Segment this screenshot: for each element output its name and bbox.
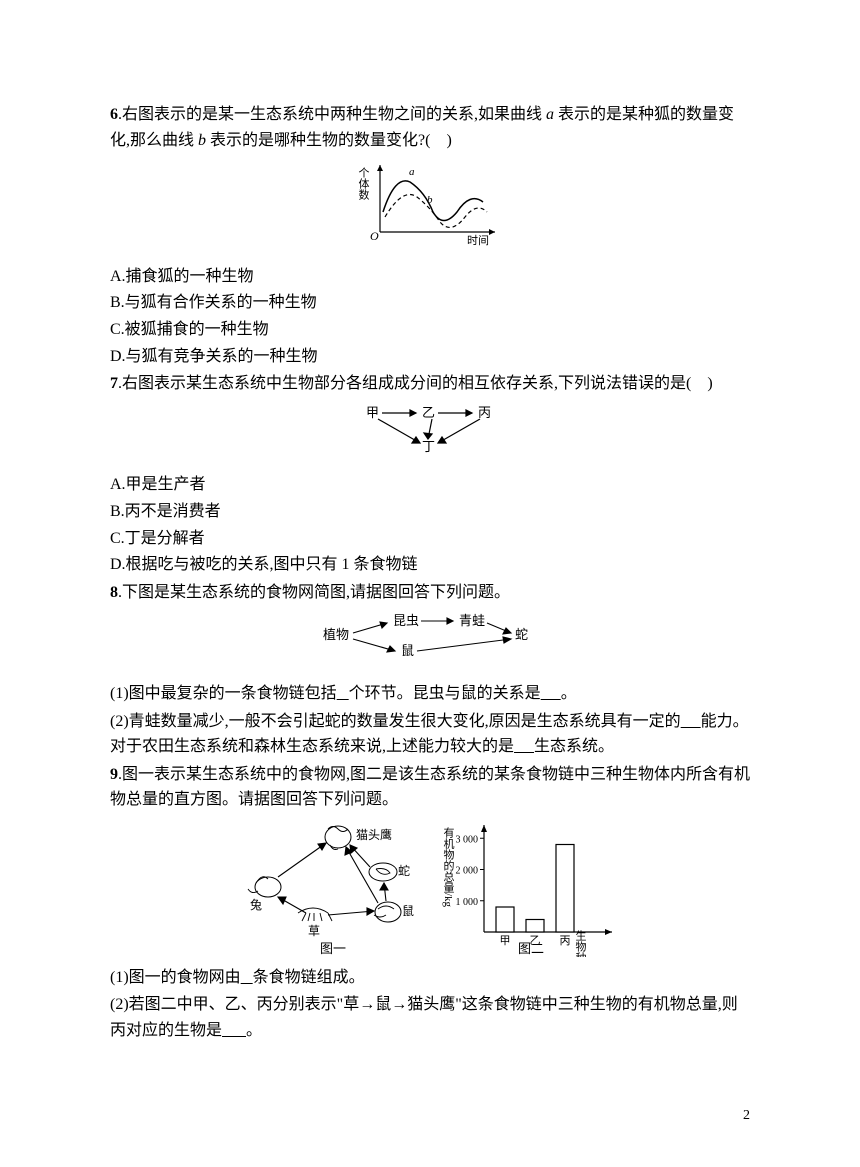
svg-text:个体数: 个体数	[357, 167, 370, 201]
svg-text:乙: 乙	[530, 934, 541, 947]
svg-text:蛇: 蛇	[398, 863, 410, 878]
svg-text:b: b	[427, 194, 433, 206]
q8-stem: 8.下图是某生态系统的食物网简图,请据图回答下列问题。	[110, 580, 750, 606]
svg-text:鼠: 鼠	[402, 904, 414, 918]
q6-figure: a b O 个体数 时间	[110, 157, 750, 256]
svg-text:丙: 丙	[560, 935, 571, 947]
svg-text:鼠: 鼠	[401, 643, 414, 658]
q6-option-b: B.与狐有合作关系的一种生物	[110, 290, 750, 316]
svg-text:生物种类: 生物种类	[574, 929, 587, 957]
svg-text:昆虫: 昆虫	[393, 613, 419, 628]
q9-sub1: (1)图一的食物网由 条食物链组成。	[110, 965, 750, 991]
q8-sub2: (2)青蛙数量减少,一般不会引起蛇的数量发生很大变化,原因是生态系统具有一定的 …	[110, 709, 750, 760]
svg-text:兔: 兔	[250, 897, 262, 912]
svg-text:图一: 图一	[320, 941, 346, 956]
svg-text:甲: 甲	[500, 935, 511, 947]
q8-sub1: (1)图中最复杂的一条食物链包括 个环节。昆虫与鼠的关系是 。	[110, 681, 750, 707]
svg-text:植物: 植物	[323, 627, 349, 642]
q8-figure: 植物 昆虫 青蛙 鼠 蛇	[110, 609, 750, 673]
svg-text:甲: 甲	[366, 405, 379, 420]
q7-figure: 甲 乙 丙 丁	[110, 401, 750, 465]
svg-text:青蛙: 青蛙	[459, 613, 485, 628]
q7-option-a: A.甲是生产者	[110, 472, 750, 498]
q7-option-c: C.丁是分解者	[110, 526, 750, 552]
q6-number: 6	[110, 106, 118, 123]
q7-option-b: B.丙不是消费者	[110, 499, 750, 525]
svg-text:时间: 时间	[467, 234, 489, 247]
q9-figure-2: 有机物的总量/kg 生物种类 图二 1 0002 0003 000 甲乙丙	[442, 817, 622, 957]
svg-text:丁: 丁	[422, 439, 435, 454]
q9-stem: 9.图一表示某生态系统中的食物网,图二是该生态系统的某条食物链中三种生物体内所含…	[110, 762, 750, 813]
page-number: 2	[743, 1105, 750, 1127]
q8-number: 8	[110, 584, 118, 601]
q9-sub2: (2)若图二中甲、乙、丙分别表示"草→鼠→猫头鹰"这条食物链中三种生物的有机物总…	[110, 992, 750, 1043]
q9-figures: 猫头鹰 蛇 鼠 兔 草 图一 有机物的总量/kg 生物种类 图二 1 0	[110, 817, 750, 957]
q7-option-d: D.根据吃与被吃的关系,图中只有 1 条食物链	[110, 552, 750, 578]
q6-stem: 6.右图表示的是某一生态系统中两种生物之间的关系,如果曲线 a 表示的是某种狐的…	[110, 102, 750, 153]
q6-option-c: C.被狐捕食的一种生物	[110, 317, 750, 343]
q6-option-a: A.捕食狐的一种生物	[110, 264, 750, 290]
svg-text:乙: 乙	[422, 405, 435, 420]
q9-number: 9	[110, 766, 118, 783]
svg-text:3 000: 3 000	[456, 834, 479, 845]
svg-text:1 000: 1 000	[456, 897, 479, 908]
svg-text:a: a	[409, 166, 415, 178]
svg-text:2 000: 2 000	[456, 865, 479, 876]
svg-text:草: 草	[308, 924, 320, 938]
q7-number: 7	[110, 375, 118, 392]
svg-text:有机物的总量/kg: 有机物的总量/kg	[442, 826, 455, 908]
q7-stem: 7.右图表示某生态系统中生物部分各组成成分间的相互依存关系,下列说法错误的是( …	[110, 371, 750, 397]
q9-figure-1: 猫头鹰 蛇 鼠 兔 草 图一	[238, 817, 438, 957]
svg-text:O: O	[370, 229, 379, 243]
q6-option-d: D.与狐有竞争关系的一种生物	[110, 344, 750, 370]
svg-text:蛇: 蛇	[515, 627, 528, 642]
svg-text:猫头鹰: 猫头鹰	[356, 827, 392, 842]
svg-text:丙: 丙	[478, 405, 491, 420]
